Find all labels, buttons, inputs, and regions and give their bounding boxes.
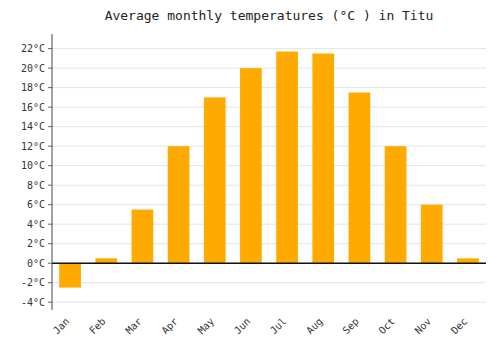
grid-line <box>52 146 486 147</box>
y-tick-label: 14°C <box>21 121 45 132</box>
tick-mark <box>48 87 52 88</box>
x-tick-label: Aug <box>304 316 325 337</box>
x-axis: Jan Feb Mar Apr May Jun Jul Aug Sep Oct Nov Dec <box>51 316 469 337</box>
title: Average monthly temperatures (°C ) in Ti… <box>105 8 434 23</box>
tick-mark <box>48 126 52 127</box>
y-tick-label: 18°C <box>21 82 45 93</box>
bar <box>421 205 443 264</box>
y-tick-label: 0°C <box>27 258 45 269</box>
tick-mark <box>48 282 52 283</box>
y-tick-label: 2°C <box>27 238 45 249</box>
x-tick-label: Feb <box>87 316 108 337</box>
grid-line <box>52 87 486 88</box>
grid-line <box>52 48 486 49</box>
y-tick-label: -4°C <box>21 297 45 308</box>
tick-mark <box>48 263 52 264</box>
y-tick-label: 4°C <box>27 219 45 230</box>
y-tick-label: 20°C <box>21 63 45 74</box>
x-tick-label: Jun <box>232 316 253 337</box>
tick-mark <box>48 243 52 244</box>
y-tick-label: 16°C <box>21 102 45 113</box>
bar <box>312 54 334 264</box>
x-tick-label: Apr <box>159 316 180 337</box>
zero-line <box>52 262 486 264</box>
y-tick-label: 22°C <box>21 43 45 54</box>
y-tick-label: 12°C <box>21 141 45 152</box>
x-tick-label: Nov <box>413 316 434 337</box>
bars <box>59 52 479 288</box>
tick-mark <box>48 146 52 147</box>
bar <box>349 93 371 264</box>
x-tick-label: Dec <box>449 316 470 337</box>
bar <box>204 97 226 263</box>
chart-container: Average monthly temperatures (°C ) in Ti… <box>0 0 500 350</box>
x-tick-label: Jul <box>268 316 289 337</box>
y-tick-label: -2°C <box>21 277 45 288</box>
grid-line <box>52 165 486 166</box>
x-tick-label: Mar <box>123 316 144 337</box>
grid-line <box>52 126 486 127</box>
bar <box>132 210 154 264</box>
tick-mark <box>48 224 52 225</box>
bar <box>276 52 298 264</box>
y-axis: -4°C -2°C 0°C 2°C 4°C 6°C 8°C 10°C 12°C 14°C 16°C 1… <box>21 43 52 308</box>
grid-line <box>52 302 486 303</box>
y-tick-label: 6°C <box>27 199 45 210</box>
tick-mark <box>48 185 52 186</box>
tick-mark <box>48 165 52 166</box>
tick-mark <box>48 68 52 69</box>
x-tick-label: May <box>196 316 217 337</box>
bar <box>168 146 190 263</box>
x-tick-label: Oct <box>376 316 397 337</box>
grid-line <box>52 263 486 264</box>
grid-line <box>52 107 486 108</box>
tick-mark <box>48 204 52 205</box>
y-tick-label: 10°C <box>21 160 45 171</box>
x-tick-label: Sep <box>340 316 361 337</box>
tick-mark <box>48 48 52 49</box>
tick-mark <box>48 302 52 303</box>
grid-line <box>52 185 486 186</box>
bar <box>59 263 81 287</box>
grid-line <box>52 282 486 283</box>
x-tick-label: Jan <box>51 316 72 337</box>
y-tick-label: 8°C <box>27 180 45 191</box>
grid-line <box>52 68 486 69</box>
chart-svg: Average monthly temperatures (°C ) in Ti… <box>0 0 500 350</box>
bar <box>240 68 262 263</box>
y-axis-line <box>52 34 53 310</box>
grid <box>52 49 486 303</box>
tick-mark <box>48 107 52 108</box>
bar <box>385 146 407 263</box>
